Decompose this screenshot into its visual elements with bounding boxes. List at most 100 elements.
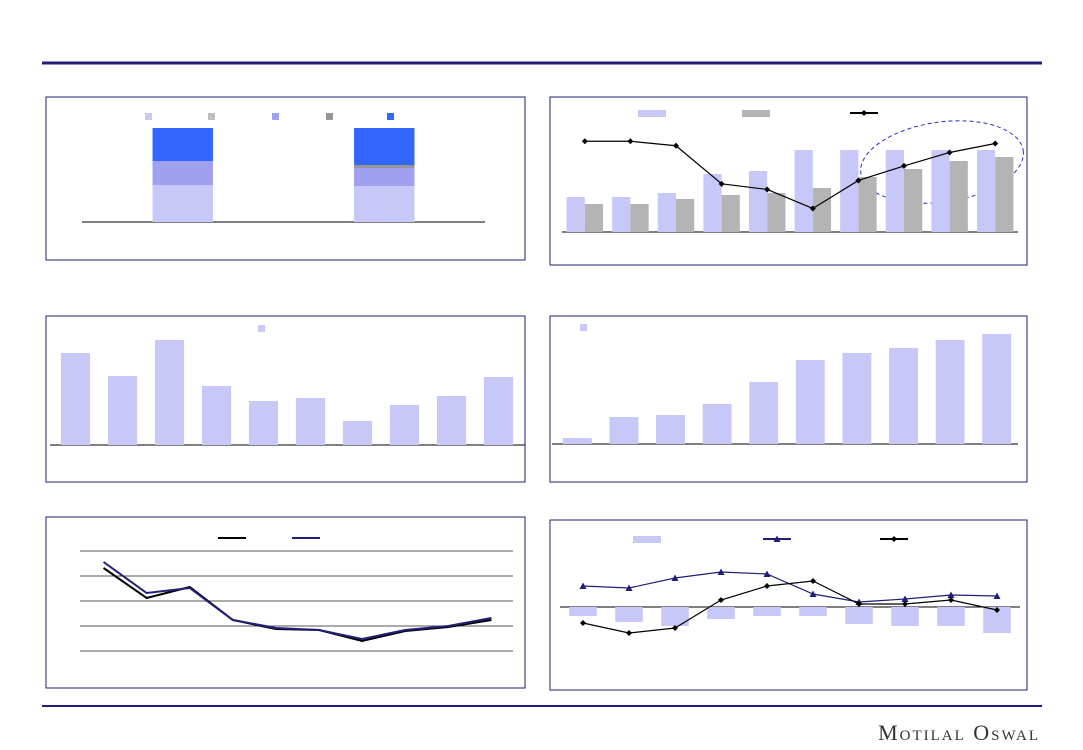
legend-swatch (145, 113, 152, 120)
bar (152, 161, 213, 185)
marker (625, 584, 633, 591)
legend-swatch (633, 536, 661, 543)
bar (795, 360, 825, 444)
bar (569, 607, 597, 616)
marker (948, 597, 954, 603)
marker (947, 591, 955, 598)
bar (858, 177, 877, 232)
bar (707, 607, 735, 619)
bar (354, 168, 415, 186)
marker (763, 570, 771, 577)
marker (627, 138, 634, 145)
bar (154, 340, 185, 445)
bar (389, 405, 420, 445)
marker (718, 180, 725, 187)
marker (856, 601, 862, 607)
bar (676, 199, 695, 232)
legend-swatch (580, 324, 587, 331)
bar (656, 415, 685, 444)
marker (718, 597, 724, 603)
bar (842, 353, 872, 444)
marker (580, 620, 586, 626)
marker (581, 138, 588, 145)
marker (579, 582, 587, 589)
bar (799, 607, 827, 616)
line (102, 561, 492, 641)
marker (901, 595, 909, 602)
bar (295, 398, 326, 445)
legend-swatch (258, 325, 265, 332)
bar (483, 377, 514, 445)
bar (889, 348, 918, 444)
marker (901, 162, 907, 169)
bar (584, 204, 604, 232)
marker (855, 177, 862, 184)
bar (885, 150, 904, 232)
marker (671, 574, 679, 581)
marker (946, 149, 953, 156)
legend-swatch (638, 110, 666, 117)
bar (342, 421, 373, 445)
bar (354, 128, 415, 165)
bar (566, 197, 585, 232)
legend-marker (773, 535, 781, 542)
bar (702, 404, 732, 444)
bar (748, 171, 768, 232)
marker (993, 592, 1001, 599)
marker (764, 583, 770, 589)
bar (976, 150, 996, 232)
bar (949, 161, 968, 232)
chart-frame (45, 516, 526, 689)
bar (248, 401, 279, 445)
bar (794, 150, 813, 232)
bar (562, 438, 592, 444)
bar (436, 396, 467, 445)
bar (753, 607, 781, 616)
bar (749, 382, 779, 444)
bar (354, 186, 415, 222)
marker (764, 186, 771, 193)
bar (845, 607, 873, 624)
marker (994, 607, 1000, 613)
bar (661, 607, 689, 626)
line (582, 580, 998, 634)
marker (810, 578, 816, 584)
line (584, 140, 996, 210)
bar (107, 376, 138, 445)
bar (937, 607, 965, 626)
chart-frame (45, 96, 526, 261)
bar (767, 193, 786, 232)
chart-frame (549, 519, 1028, 691)
legend-marker (891, 536, 897, 542)
bar (935, 340, 965, 444)
bar (152, 185, 213, 222)
marker (992, 140, 999, 147)
bar (60, 353, 91, 445)
legend-swatch (272, 113, 279, 120)
bar (721, 195, 740, 232)
bar (630, 204, 649, 232)
legend-swatch (387, 113, 394, 120)
bar (812, 188, 832, 232)
legend-swatch (326, 113, 333, 120)
bar (612, 197, 631, 232)
marker (809, 590, 817, 597)
legend-swatch (208, 113, 215, 120)
bar (615, 607, 643, 622)
legend-swatch (742, 110, 770, 117)
marker (672, 625, 678, 631)
bar (609, 417, 639, 444)
bar (891, 607, 919, 626)
bar (201, 386, 232, 445)
legend-marker (861, 110, 867, 116)
bar (354, 165, 415, 168)
marker (717, 568, 725, 575)
marker (673, 142, 679, 149)
brand-logo: Motilal Oswal (878, 720, 1040, 745)
marker (809, 205, 816, 212)
bar (703, 174, 722, 232)
marker (626, 630, 632, 636)
bar (657, 193, 676, 232)
